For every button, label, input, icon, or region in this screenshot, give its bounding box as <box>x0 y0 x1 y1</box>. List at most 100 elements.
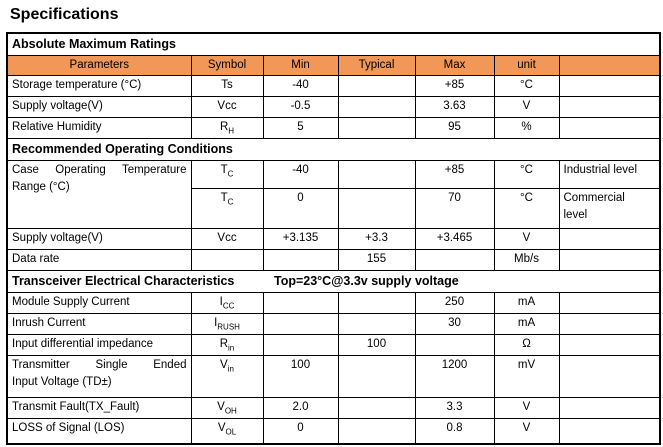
symbol-cell: Vcc <box>190 228 264 250</box>
min-cell: -40 <box>262 160 339 189</box>
param-cell: LOSS of Signal (LOS) <box>6 418 192 444</box>
symbol-cell <box>190 249 264 271</box>
typical-cell: 155 <box>337 249 416 271</box>
table-row: Relative Humidity RH 5 95 % <box>6 117 661 139</box>
symbol-sub: C <box>227 197 234 207</box>
unit-cell: % <box>493 117 560 139</box>
typical-cell <box>337 96 416 118</box>
unit-cell: °C <box>493 75 560 97</box>
min-cell <box>262 313 339 335</box>
symbol-cell: ICC <box>190 292 264 314</box>
typical-cell: +3.3 <box>337 228 416 250</box>
symbol-base: V <box>220 359 228 371</box>
min-cell <box>262 292 339 314</box>
param-cell: Case Operating Temperature Range (°C) <box>6 160 192 229</box>
column-header-max: Max <box>414 55 495 76</box>
max-cell: 3.63 <box>414 96 495 118</box>
unit-cell: °C <box>493 188 560 229</box>
column-header-unit: unit <box>493 55 560 76</box>
typical-cell <box>337 160 416 189</box>
section-title-with-condition: Transceiver Electrical Characteristics To… <box>6 270 661 293</box>
param-cell: Storage temperature (°C) <box>6 75 192 97</box>
symbol-sub: OH <box>224 406 237 416</box>
min-cell: -0.5 <box>262 96 339 118</box>
table-row: Transmitter Single Ended Input Voltage (… <box>6 355 661 398</box>
symbol-cell: IRUSH <box>190 313 264 335</box>
symbol-sub: H <box>228 126 235 136</box>
symbol-cell: Vcc <box>190 96 264 118</box>
table-row: TC 0 70 °C Commercial level <box>7 188 661 229</box>
typical-cell <box>337 355 416 398</box>
page-title: Specifications <box>10 6 119 23</box>
symbol-base: R <box>219 338 229 350</box>
max-cell: +85 <box>414 160 495 189</box>
min-cell: -40 <box>262 75 339 97</box>
typical-cell: 100 <box>337 334 416 356</box>
unit-cell: mA <box>493 292 560 314</box>
max-cell: 70 <box>414 188 495 229</box>
section-condition: Top=23°C@3.3v supply voltage <box>274 274 459 288</box>
unit-cell: Ω <box>493 334 560 356</box>
min-cell: 5 <box>262 117 339 139</box>
symbol-base: Vcc <box>217 100 237 112</box>
note-cell: Commercial level <box>558 188 661 229</box>
typical-cell <box>337 397 416 419</box>
symbol-sub: RUSH <box>217 322 240 332</box>
column-header-parameters: Parameters <box>6 55 192 76</box>
param-line-1: Transmitter Single Ended <box>12 359 187 371</box>
symbol-base: I <box>214 317 218 329</box>
table-row: Inrush Current IRUSH 30 mA <box>6 313 661 335</box>
symbol-sub: in <box>227 364 234 374</box>
note-cell <box>558 292 661 314</box>
note-cell <box>558 334 661 356</box>
symbol-cell: VOH <box>190 397 264 419</box>
table-row: Supply voltage(V) Vcc -0.5 3.63 V <box>6 96 661 118</box>
max-cell: 95 <box>414 117 495 139</box>
max-cell <box>414 334 495 356</box>
symbol-base: I <box>219 296 223 308</box>
min-cell <box>262 249 339 271</box>
symbol-sub: CC <box>222 301 235 311</box>
table-row: Case Operating Temperature Range (°C) TC… <box>6 160 661 229</box>
section-title: Recommended Operating Conditions <box>6 138 661 161</box>
max-cell: +3.465 <box>414 228 495 250</box>
note-line-2: level <box>563 209 588 221</box>
max-cell <box>414 249 495 271</box>
table-row: Input differential impedance Rin 100 Ω <box>6 334 661 356</box>
unit-cell: mA <box>493 313 560 335</box>
table-row: Data rate 155 Mb/s <box>6 249 661 271</box>
min-cell <box>262 334 339 356</box>
note-cell: Industrial level <box>558 160 661 189</box>
unit-cell: V <box>493 418 560 444</box>
unit-cell: Mb/s <box>493 249 560 271</box>
param-cell: Input differential impedance <box>6 334 192 356</box>
note-cell <box>558 355 661 398</box>
column-header-typical: Typical <box>337 55 416 76</box>
table-row: Supply voltage(V) Vcc +3.135 +3.3 +3.465… <box>6 228 661 250</box>
param-line-2: Input Voltage (TD±) <box>12 376 112 388</box>
param-cell: Data rate <box>6 249 192 271</box>
unit-cell: °C <box>493 160 560 189</box>
note-cell <box>558 313 661 335</box>
typical-cell <box>337 117 416 139</box>
min-cell: 2.0 <box>262 397 339 419</box>
table-row: Storage temperature (°C) Ts -40 +85 °C <box>6 75 661 97</box>
unit-cell: V <box>493 397 560 419</box>
max-cell: 3.3 <box>414 397 495 419</box>
symbol-sub: OL <box>225 427 237 437</box>
symbol-cell: VOL <box>190 418 264 444</box>
param-cell: Relative Humidity <box>6 117 192 139</box>
typical-cell <box>337 313 416 335</box>
section-row-recommended-operating-conditions: Recommended Operating Conditions <box>6 138 661 161</box>
min-cell: 100 <box>262 355 339 398</box>
symbol-base: T <box>220 164 228 176</box>
max-cell: +85 <box>414 75 495 97</box>
max-cell: 1200 <box>414 355 495 398</box>
symbol-sub: in <box>228 343 235 353</box>
param-cell: Transmit Fault(TX_Fault) <box>6 397 192 419</box>
section-title: Transceiver Electrical Characteristics <box>12 274 235 288</box>
note-cell <box>558 75 661 97</box>
section-row-transceiver-electrical-characteristics: Transceiver Electrical Characteristics To… <box>6 270 661 293</box>
symbol-base: R <box>219 121 229 133</box>
